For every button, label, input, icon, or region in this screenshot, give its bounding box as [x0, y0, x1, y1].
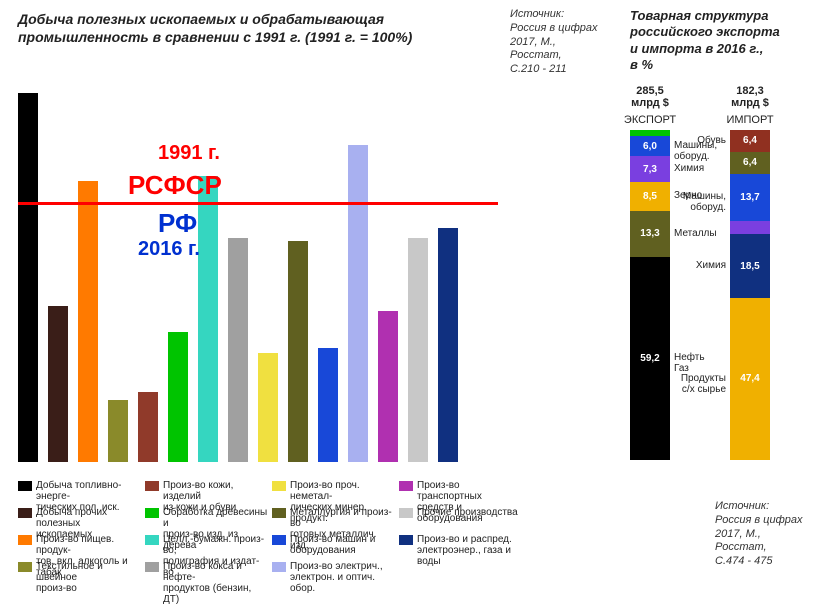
legend-label: Произ-во и распред.электроэнер., газа и … [417, 534, 522, 567]
legend-label: Прочие производства [417, 507, 522, 518]
legend-label: Произ-во кокса и нефте-продуктов (бензин… [163, 561, 268, 605]
stack-segment: 13,7 [730, 174, 770, 221]
legend-label: Текстильное и швейноепроиз-во [36, 561, 141, 594]
source-left: Источник:Россия в цифрах2017, М.,Росстат… [510, 8, 598, 77]
bar-2 [78, 181, 98, 462]
stack-total: 182,3млрд $ [720, 85, 780, 109]
legend-swatch [399, 481, 413, 491]
bar-11 [348, 145, 368, 462]
legend-swatch [272, 481, 286, 491]
title-right: Товарная структурароссийского экспортаи … [630, 8, 780, 73]
source-right: Источник:Россия в цифрах2017, М.,Росстат… [715, 500, 803, 569]
stack-header: ИМПОРТ [718, 114, 782, 126]
legend-swatch [272, 535, 286, 545]
legend-swatch [145, 562, 159, 572]
legend-swatch [145, 535, 159, 545]
stack-total: 285,5млрд $ [620, 85, 680, 109]
bar-1 [48, 306, 68, 462]
chart-annotation-2: РФ [158, 208, 197, 239]
stack-label: Продуктыс/х сырье [678, 373, 726, 395]
stack-segment [730, 221, 770, 235]
legend-swatch [18, 562, 32, 572]
stack-column: 6,07,38,513,359,2 [630, 130, 670, 460]
legend-label: Произ-во электрич.,электрон. и оптич. об… [290, 561, 395, 594]
bar-7 [228, 238, 248, 462]
chart-annotation-1: РСФСР [128, 170, 222, 201]
chart-annotation-0: 1991 г. [158, 142, 220, 165]
stack-label: Обувь [678, 135, 726, 146]
stack-segment: 47,4 [730, 298, 770, 460]
stack-segment: 6,0 [630, 136, 670, 157]
legend-swatch [18, 535, 32, 545]
legend-swatch [145, 508, 159, 518]
stack-label: Машины,оборуд. [678, 191, 726, 213]
bar-10 [318, 348, 338, 462]
legend-swatch [399, 535, 413, 545]
stack-label: Металлы [674, 228, 717, 239]
chart-annotation-3: 2016 г. [138, 238, 200, 261]
stack-label: Химия [678, 260, 726, 271]
bar-6 [198, 176, 218, 462]
legend-swatch [18, 481, 32, 491]
bar-12 [378, 311, 398, 462]
bar-4 [138, 392, 158, 462]
bar-5 [168, 332, 188, 462]
reference-line [18, 202, 498, 205]
stack-segment: 6,4 [730, 130, 770, 152]
stack-segment: 8,5 [630, 182, 670, 211]
legend-item-11: Произ-во электрич.,электрон. и оптич. об… [272, 561, 395, 594]
legend-item-13: Прочие производства [399, 507, 522, 518]
stack-segment: 7,3 [630, 156, 670, 181]
legend-swatch [145, 481, 159, 491]
title-left: Добыча полезных ископаемых и обрабатываю… [18, 10, 412, 46]
legend-swatch [272, 562, 286, 572]
bar-chart: 1991 г. РСФСР РФ2016 г. [18, 72, 516, 462]
stack-segment: 6,4 [730, 152, 770, 174]
bar-14 [438, 228, 458, 462]
bar-0 [18, 93, 38, 462]
legend-swatch [272, 508, 286, 518]
legend-label: Произ-во машин иоборудования [290, 534, 395, 556]
legend-swatch [399, 508, 413, 518]
bar-3 [108, 400, 128, 462]
legend-swatch [18, 508, 32, 518]
stack-label: Химия [674, 163, 704, 174]
bar-9 [288, 241, 308, 462]
bar-8 [258, 353, 278, 462]
stack-column: 6,46,413,718,547,4 [730, 130, 770, 460]
legend-item-10: Произ-во машин иоборудования [272, 534, 395, 556]
stack-segment: 59,2 [630, 257, 670, 461]
legend-item-14: Произ-во и распред.электроэнер., газа и … [399, 534, 522, 567]
stack-segment: 13,3 [630, 211, 670, 257]
stack-header: ЭКСПОРТ [618, 114, 682, 126]
legend-item-7: Произ-во кокса и нефте-продуктов (бензин… [145, 561, 268, 605]
stack-label: НефтьГаз [674, 352, 705, 374]
legend-item-3: Текстильное и швейноепроиз-во [18, 561, 141, 594]
bar-13 [408, 238, 428, 462]
stack-segment: 18,5 [730, 234, 770, 297]
